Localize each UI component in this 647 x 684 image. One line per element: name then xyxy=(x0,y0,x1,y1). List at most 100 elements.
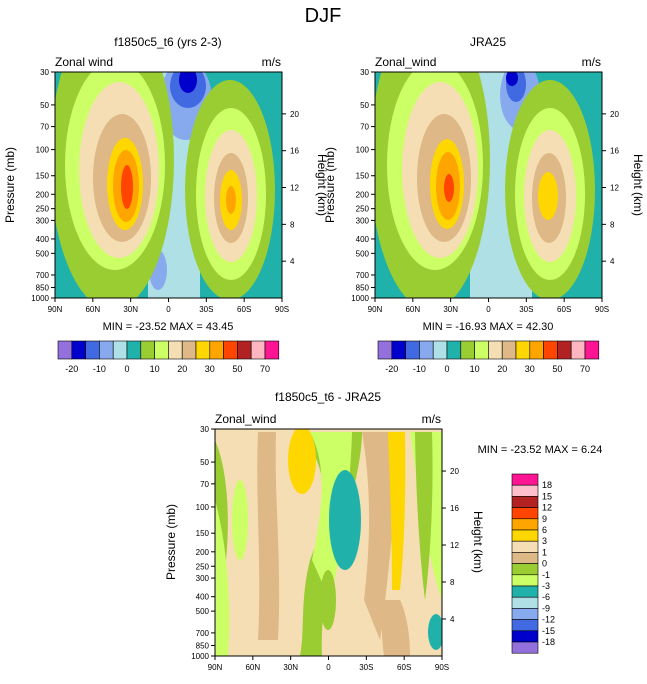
colorbar-swatch xyxy=(99,340,114,360)
colorbar-label: 10 xyxy=(470,364,480,374)
contour-diff xyxy=(215,500,230,656)
latitude-tick-label: 90S xyxy=(595,305,609,314)
colorbar-label: 20 xyxy=(177,364,187,374)
colorbar-swatch xyxy=(126,340,142,360)
contour-easterly xyxy=(179,72,197,93)
pressure-tick-label: 200 xyxy=(356,190,370,199)
colorbar-swatch xyxy=(237,340,252,360)
colorbar-swatch xyxy=(488,340,503,360)
panel-2-units-label: m/s xyxy=(582,55,601,69)
latitude-tick-label: 30N xyxy=(283,663,298,672)
colorbar-label: -20 xyxy=(65,364,78,374)
colorbar-swatch xyxy=(557,340,572,360)
panel-1: f1850c5_t6 (yrs 2-3) Zonal wind m/s 30 50 xyxy=(3,35,329,333)
colorbar-swatch xyxy=(511,529,539,542)
colorbar-swatch xyxy=(460,340,475,360)
colorbar-swatch xyxy=(154,340,169,360)
pressure-tick-label: 100 xyxy=(36,146,50,155)
pressure-tick-label: 50 xyxy=(200,458,209,467)
height-tick-label: 12 xyxy=(610,184,619,193)
height-tick-label: 8 xyxy=(450,578,455,587)
pressure-tick-label: 150 xyxy=(356,172,370,181)
panel-1-ylabel-right: Height (km) xyxy=(315,154,329,216)
colorbar-swatch xyxy=(446,340,462,360)
contour-nh-jet xyxy=(444,174,454,202)
panel-3-ylabel-right: Height (km) xyxy=(471,511,485,573)
panel-1-ylabel: Pressure (mb) xyxy=(3,147,17,223)
colorbar-swatch xyxy=(419,340,434,360)
latitude-tick-label: 90N xyxy=(48,305,63,314)
latitude-tick-label: 90N xyxy=(368,305,383,314)
colorbar-swatch xyxy=(511,596,539,609)
pressure-tick-label: 700 xyxy=(196,629,210,638)
pressure-tick-label: 1000 xyxy=(191,652,209,661)
panel-2-axes: 3050701001502002503004005007008501000481… xyxy=(351,68,619,314)
pressure-tick-label: 400 xyxy=(196,593,210,602)
colorbar-swatch xyxy=(474,340,489,360)
colorbar-swatch xyxy=(501,340,517,360)
colorbar-swatch xyxy=(511,585,539,598)
pressure-tick-label: 30 xyxy=(40,68,49,77)
colorbar-swatch xyxy=(85,340,100,360)
colorbar-label: -12 xyxy=(542,615,555,625)
height-tick-label: 16 xyxy=(450,504,459,513)
colorbar-label: -10 xyxy=(93,364,106,374)
colorbar-label: 50 xyxy=(232,364,242,374)
height-tick-label: 4 xyxy=(450,615,455,624)
panel-3: f1850c5_t6 - JRA25 Zonal_wind m/s 305070… xyxy=(164,390,602,672)
pressure-tick-label: 300 xyxy=(196,574,210,583)
colorbar-label: 1 xyxy=(542,547,547,557)
pressure-tick-label: 250 xyxy=(36,205,50,214)
pressure-tick-label: 70 xyxy=(360,123,369,132)
colorbar-swatch xyxy=(515,340,531,360)
pressure-tick-label: 250 xyxy=(196,562,210,571)
colorbar-label: 3 xyxy=(542,536,547,546)
latitude-tick-label: 90S xyxy=(275,305,289,314)
colorbar-label: 0 xyxy=(444,364,449,374)
latitude-tick-label: 90N xyxy=(208,663,223,672)
panel-3-contours xyxy=(215,429,442,656)
colorbar-label: -9 xyxy=(542,603,550,613)
contour-nh-jet xyxy=(121,165,133,209)
colorbar-label: -18 xyxy=(542,637,555,647)
colorbar-swatch xyxy=(511,496,539,508)
colorbar-swatch xyxy=(377,340,393,360)
colorbar-label: -20 xyxy=(385,364,398,374)
contour-diff xyxy=(329,470,361,570)
panel-1-axes: 3050701001502002503004005007008501000481… xyxy=(31,68,299,314)
colorbar-swatch xyxy=(511,608,539,620)
panel-3-variable-label: Zonal_wind xyxy=(215,412,276,426)
height-tick-label: 20 xyxy=(290,110,299,119)
colorbar-label: 12 xyxy=(542,503,552,513)
latitude-tick-label: 60N xyxy=(405,305,420,314)
colorbar-swatch xyxy=(71,340,86,360)
pressure-tick-label: 30 xyxy=(360,68,369,77)
latitude-tick-label: 60S xyxy=(237,305,251,314)
pressure-tick-label: 150 xyxy=(36,172,50,181)
pressure-tick-label: 500 xyxy=(356,249,370,258)
colorbar-label: 30 xyxy=(525,364,535,374)
pressure-tick-label: 70 xyxy=(40,123,49,132)
colorbar-swatch xyxy=(168,340,183,360)
colorbar-label: -10 xyxy=(413,364,426,374)
colorbar-label: 6 xyxy=(542,525,547,535)
contour-sh-jet xyxy=(538,172,558,220)
panel-2-title: JRA25 xyxy=(470,35,506,49)
colorbar-label: -1 xyxy=(542,570,550,580)
pressure-tick-label: 250 xyxy=(356,205,370,214)
latitude-tick-label: 90S xyxy=(435,663,449,672)
contour-diff xyxy=(232,480,248,560)
colorbar-swatch xyxy=(511,518,539,531)
height-tick-label: 4 xyxy=(290,257,295,266)
panel-1-contours xyxy=(55,72,282,298)
colorbar-label: 18 xyxy=(542,480,552,490)
colorbar-swatch xyxy=(511,484,539,497)
contour-diff xyxy=(288,429,316,494)
panel-3-ylabel: Pressure (mb) xyxy=(164,504,178,580)
panel-2-ylabel: Pressure (mb) xyxy=(323,147,337,223)
latitude-tick-label: 30S xyxy=(359,663,373,672)
pressure-tick-label: 400 xyxy=(356,235,370,244)
colorbar-swatch xyxy=(57,340,73,360)
pressure-tick-label: 300 xyxy=(36,216,50,225)
